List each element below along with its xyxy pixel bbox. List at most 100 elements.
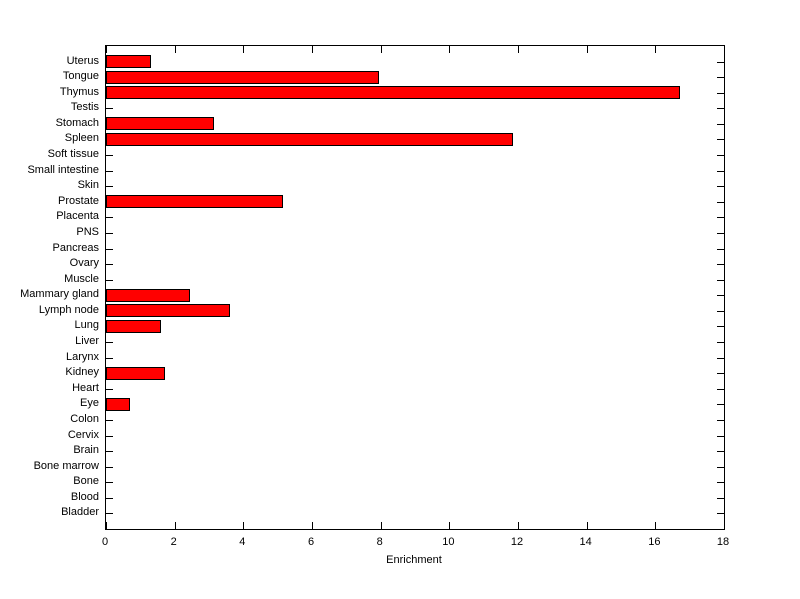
y-tick-mark xyxy=(717,295,724,296)
x-tick-mark xyxy=(106,46,107,53)
y-tick-mark xyxy=(717,171,724,172)
y-tick-mark xyxy=(717,93,724,94)
y-tick-mark xyxy=(717,155,724,156)
bar-prostate xyxy=(106,195,283,208)
x-tick-mark xyxy=(381,46,382,53)
y-tick-mark xyxy=(717,62,724,63)
y-tick-mark xyxy=(717,217,724,218)
y-tick-mark xyxy=(106,264,113,265)
category-label: Placenta xyxy=(56,210,99,223)
x-tick-mark xyxy=(106,522,107,529)
x-tick-label: 8 xyxy=(376,536,383,548)
y-tick-mark xyxy=(106,358,113,359)
y-tick-mark xyxy=(717,358,724,359)
x-tick-mark xyxy=(655,522,656,529)
x-tick-label: 6 xyxy=(307,536,315,548)
plot-area xyxy=(105,45,725,530)
x-tick-label: 0 xyxy=(101,536,109,548)
y-tick-mark xyxy=(717,311,724,312)
y-tick-mark xyxy=(717,186,724,187)
bar-lung xyxy=(106,320,161,333)
y-tick-mark xyxy=(106,233,113,234)
y-tick-mark xyxy=(106,217,113,218)
x-tick-mark xyxy=(724,522,725,529)
category-label: Bone xyxy=(73,475,99,488)
bar-kidney xyxy=(106,367,165,380)
y-tick-mark xyxy=(717,77,724,78)
x-tick-mark xyxy=(518,46,519,53)
y-tick-mark xyxy=(106,171,113,172)
x-tick-mark xyxy=(243,522,244,529)
category-label: Soft tissue xyxy=(47,148,99,161)
category-label: Thymus xyxy=(59,85,99,98)
y-tick-mark xyxy=(717,124,724,125)
x-tick-mark xyxy=(655,46,656,53)
y-tick-mark xyxy=(717,326,724,327)
category-label: Brain xyxy=(73,444,99,457)
x-tick-label: 16 xyxy=(648,536,661,548)
x-tick-mark xyxy=(175,46,176,53)
x-tick-mark xyxy=(312,46,313,53)
category-label: Cervix xyxy=(67,428,99,441)
category-label: Heart xyxy=(72,381,99,394)
category-label: Bladder xyxy=(61,506,99,519)
y-tick-mark xyxy=(717,280,724,281)
category-label: Kidney xyxy=(65,366,99,379)
category-label: Bone marrow xyxy=(33,459,99,472)
y-tick-mark xyxy=(717,342,724,343)
category-label: Larynx xyxy=(65,350,99,363)
y-tick-mark xyxy=(717,233,724,234)
y-tick-mark xyxy=(106,498,113,499)
x-tick-label: 14 xyxy=(579,536,592,548)
y-tick-mark xyxy=(106,436,113,437)
y-tick-mark xyxy=(106,342,113,343)
y-tick-mark xyxy=(106,249,113,250)
x-tick-mark xyxy=(312,522,313,529)
category-label: Mammary gland xyxy=(20,288,99,301)
x-tick-mark xyxy=(724,46,725,53)
y-tick-mark xyxy=(717,264,724,265)
bar-uterus xyxy=(106,55,151,68)
y-tick-mark xyxy=(106,467,113,468)
bar-lymph-node xyxy=(106,304,230,317)
y-tick-mark xyxy=(717,139,724,140)
y-tick-mark xyxy=(106,513,113,514)
y-tick-mark xyxy=(717,202,724,203)
category-label: Spleen xyxy=(64,132,99,145)
y-tick-mark xyxy=(717,249,724,250)
x-tick-mark xyxy=(243,46,244,53)
y-tick-mark xyxy=(717,420,724,421)
y-tick-mark xyxy=(106,186,113,187)
y-tick-mark xyxy=(717,436,724,437)
y-tick-mark xyxy=(717,389,724,390)
bar-mammary-gland xyxy=(106,289,190,302)
x-tick-label: 12 xyxy=(510,536,524,548)
y-tick-mark xyxy=(106,420,113,421)
x-tick-mark xyxy=(381,522,382,529)
category-label: PNS xyxy=(76,225,99,238)
y-tick-mark xyxy=(717,513,724,514)
y-tick-mark xyxy=(717,373,724,374)
y-tick-mark xyxy=(717,482,724,483)
category-label: Tongue xyxy=(62,70,99,83)
x-tick-mark xyxy=(449,46,450,53)
y-tick-mark xyxy=(106,451,113,452)
x-tick-label: 4 xyxy=(239,536,246,548)
y-tick-mark xyxy=(106,482,113,483)
y-tick-mark xyxy=(717,108,724,109)
y-tick-mark xyxy=(106,155,113,156)
bar-tongue xyxy=(106,71,379,84)
category-label: Colon xyxy=(70,412,99,425)
category-label: Eye xyxy=(80,397,99,410)
x-tick-mark xyxy=(518,522,519,529)
x-axis-label: Enrichment xyxy=(386,554,442,566)
category-label: Ovary xyxy=(69,257,99,270)
category-label: Stomach xyxy=(55,116,99,129)
y-tick-mark xyxy=(717,404,724,405)
category-label: Small intestine xyxy=(27,163,99,176)
x-tick-mark xyxy=(587,522,588,529)
category-label: Uterus xyxy=(66,54,99,67)
category-label: Pancreas xyxy=(52,241,99,254)
category-label: Blood xyxy=(70,490,99,503)
